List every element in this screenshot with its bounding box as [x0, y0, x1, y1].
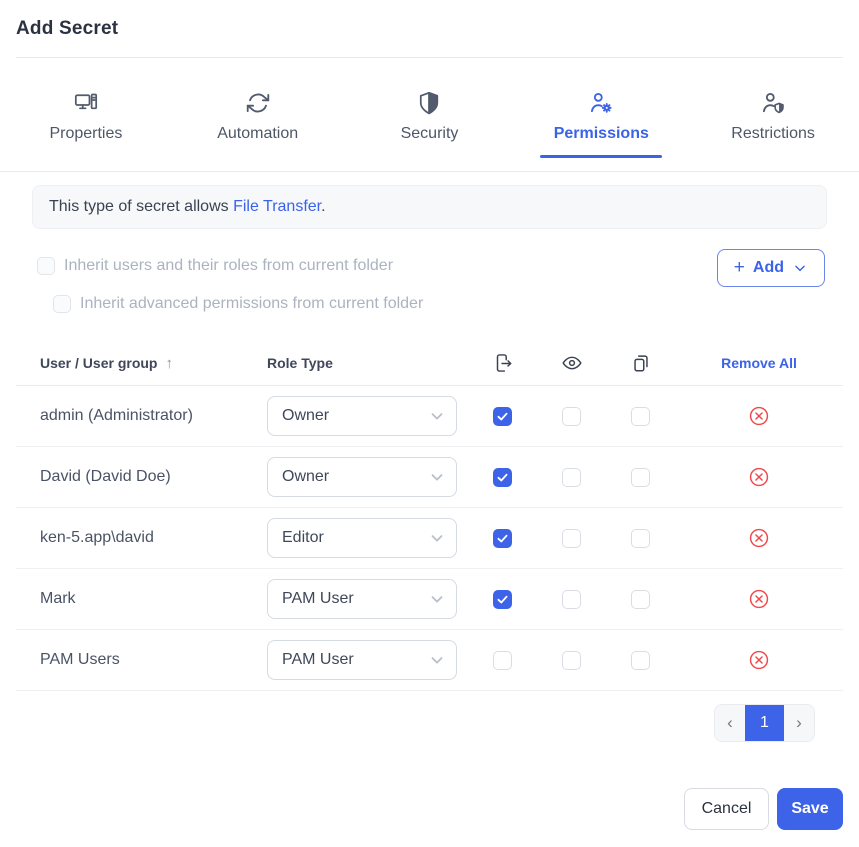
pagination-wrap: ‹ 1 › [0, 704, 815, 742]
previous-page-button[interactable]: ‹ [715, 705, 745, 741]
file-transfer-link[interactable]: File Transfer [233, 198, 322, 215]
role-type-select[interactable]: Owner [267, 396, 457, 436]
banner-text-suffix: . [321, 198, 326, 215]
chevron-down-icon [431, 474, 443, 481]
inherit-advanced-row: Inherit advanced permissions from curren… [53, 291, 825, 317]
save-button[interactable]: Save [777, 788, 843, 830]
tab-label: Restrictions [731, 125, 815, 142]
user-gear-icon [588, 90, 614, 116]
file-transfer-checkbox[interactable] [493, 589, 512, 609]
remove-all-button[interactable]: Remove All [721, 355, 797, 371]
inherit-advanced-checkbox[interactable] [53, 295, 71, 313]
cancel-button[interactable]: Cancel [684, 788, 769, 830]
table-row: admin (Administrator) Owner [16, 386, 843, 447]
remove-row-button[interactable] [748, 466, 770, 488]
role-type-value: PAM User [282, 651, 354, 668]
user-name: David (David Doe) [40, 468, 171, 485]
user-name: PAM Users [40, 651, 120, 668]
plus-icon: + [733, 257, 745, 278]
tab-automation[interactable]: Automation [172, 58, 344, 171]
tab-permissions[interactable]: Permissions [515, 58, 687, 171]
page-1-button[interactable]: 1 [745, 705, 784, 741]
inherit-advanced-label: Inherit advanced permissions from curren… [80, 295, 424, 312]
file-transfer-checkbox[interactable] [493, 467, 512, 487]
inherit-section: Inherit users and their roles from curre… [37, 249, 825, 317]
remove-row-button[interactable] [748, 405, 770, 427]
column-header-role: Role Type [267, 355, 333, 371]
tab-restrictions[interactable]: Restrictions [687, 58, 859, 171]
copy-checkbox[interactable] [631, 589, 650, 609]
role-type-select[interactable]: PAM User [267, 579, 457, 619]
user-name: ken-5.app\david [40, 529, 154, 546]
user-name: Mark [40, 590, 76, 607]
view-checkbox[interactable] [562, 650, 581, 670]
file-transfer-checkbox[interactable] [493, 406, 512, 426]
role-type-select[interactable]: Owner [267, 457, 457, 497]
copy-checkbox[interactable] [631, 406, 650, 426]
page-title: Add Secret [16, 18, 119, 39]
role-type-value: Owner [282, 407, 330, 424]
add-button-label: Add [752, 259, 784, 276]
header-divider [16, 57, 843, 58]
role-type-select[interactable]: Editor [267, 518, 457, 558]
view-checkbox[interactable] [562, 589, 581, 609]
dialog-header: Add Secret [0, 0, 859, 57]
tab-label: Security [400, 125, 459, 142]
view-checkbox[interactable] [562, 467, 581, 487]
table-body: admin (Administrator) Owner David (David… [16, 386, 843, 691]
remove-row-button[interactable] [748, 588, 770, 610]
shield-icon [416, 90, 442, 116]
tab-properties[interactable]: Properties [0, 58, 172, 171]
file-transfer-checkbox[interactable] [493, 528, 512, 548]
copy-icon [630, 352, 652, 374]
chevron-down-icon [431, 535, 443, 542]
view-checkbox[interactable] [562, 406, 581, 426]
table-row: David (David Doe) Owner [16, 447, 843, 508]
role-type-value: Editor [282, 529, 324, 546]
tab-label: Automation [217, 125, 299, 142]
chevron-down-icon [431, 657, 443, 664]
add-button[interactable]: + Add [716, 249, 825, 287]
user-header-label: User / User group [40, 355, 158, 371]
role-type-value: PAM User [282, 590, 354, 607]
tab-label: Properties [49, 125, 123, 142]
remove-row-button[interactable] [748, 649, 770, 671]
info-banner: This type of secret allows File Transfer… [32, 185, 827, 229]
user-shield-icon [760, 90, 786, 116]
banner-text: This type of secret allows [49, 198, 234, 215]
chevron-down-icon [431, 413, 443, 420]
copy-checkbox[interactable] [631, 650, 650, 670]
tab-bar: Properties Automation Security [0, 58, 859, 172]
table-row: ken-5.app\david Editor [16, 508, 843, 569]
column-header-user[interactable]: User / User group ↑ [16, 355, 267, 372]
dialog-footer: Cancel Save [0, 788, 843, 830]
next-page-button[interactable]: › [784, 705, 814, 741]
sync-icon [245, 90, 271, 116]
remove-row-button[interactable] [748, 527, 770, 549]
table-row: Mark PAM User [16, 569, 843, 630]
view-checkbox[interactable] [562, 528, 581, 548]
pagination: ‹ 1 › [714, 704, 815, 742]
chevron-down-icon [431, 596, 443, 603]
user-name: admin (Administrator) [40, 407, 193, 424]
copy-checkbox[interactable] [631, 467, 650, 487]
role-type-select[interactable]: PAM User [267, 640, 457, 680]
table-header: User / User group ↑ Role Type Remove All [16, 341, 843, 386]
sort-ascending-icon: ↑ [165, 354, 173, 372]
chevron-down-icon [795, 265, 805, 272]
file-transfer-checkbox[interactable] [493, 650, 512, 670]
tab-security[interactable]: Security [344, 58, 516, 171]
role-type-value: Owner [282, 468, 330, 485]
inherit-users-label: Inherit users and their roles from curre… [64, 257, 394, 274]
inherit-users-checkbox[interactable] [37, 257, 55, 275]
file-transfer-icon [492, 352, 514, 374]
permissions-table: User / User group ↑ Role Type Remove All… [16, 341, 843, 691]
table-row: PAM Users PAM User [16, 630, 843, 691]
inherit-users-row: Inherit users and their roles from curre… [37, 253, 825, 279]
copy-checkbox[interactable] [631, 528, 650, 548]
computer-icon [73, 90, 99, 116]
view-icon [561, 352, 583, 374]
tab-label: Permissions [553, 125, 649, 142]
